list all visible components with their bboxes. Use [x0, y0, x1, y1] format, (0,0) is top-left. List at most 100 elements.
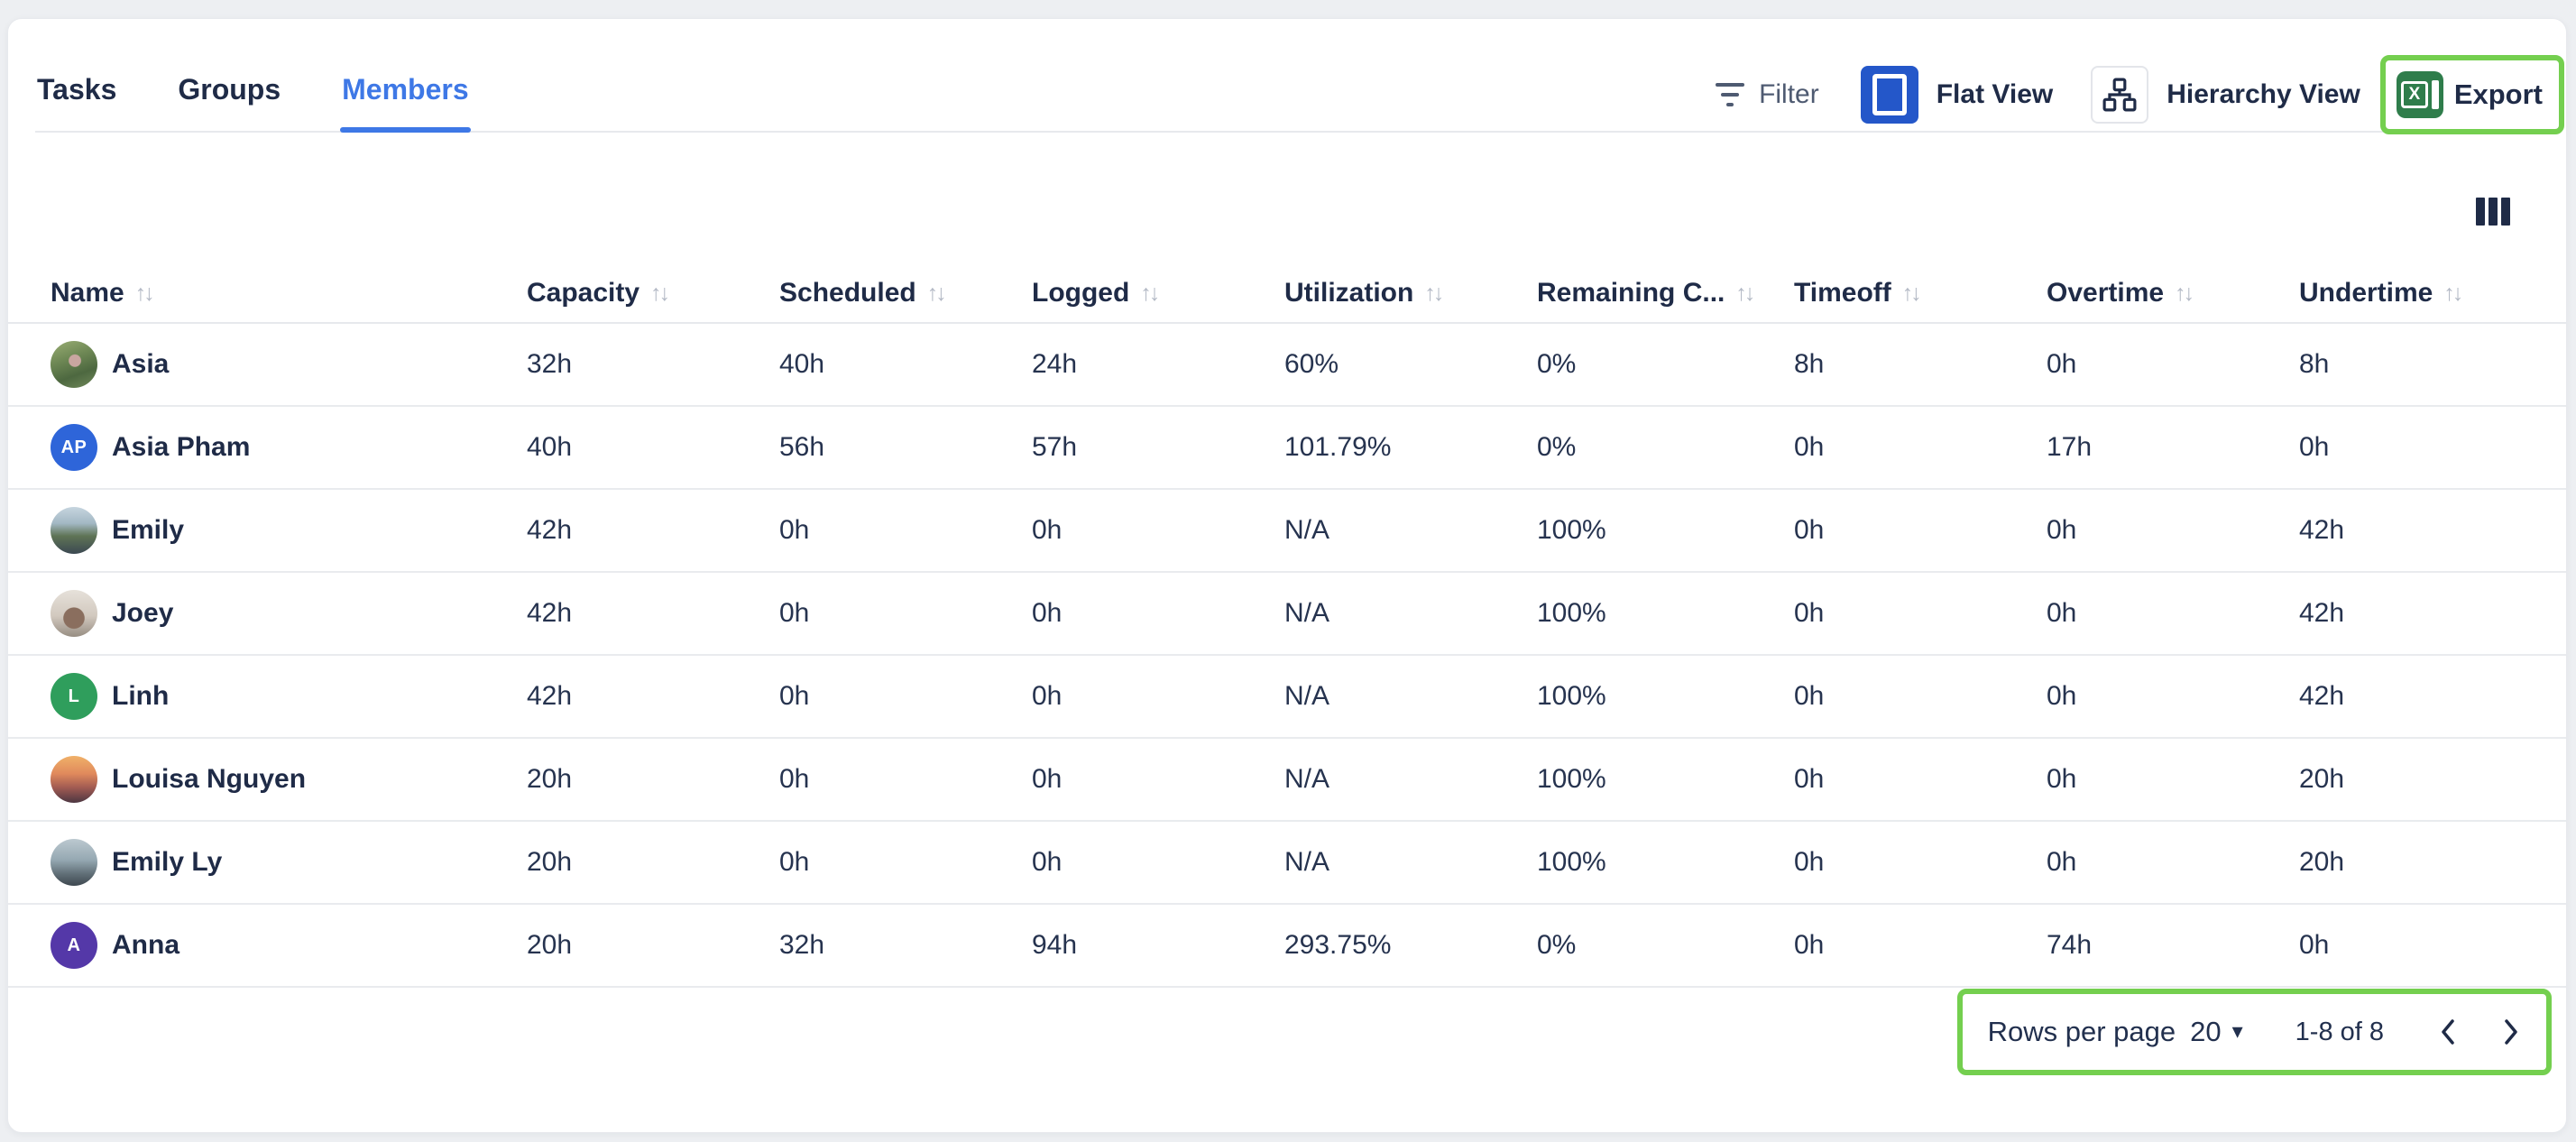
remaining-capacity-cell: 0% [1537, 349, 1577, 379]
undertime-cell: 42h [2299, 598, 2345, 628]
scheduled-cell: 0h [779, 598, 810, 628]
rows-per-page-label: Rows per page [1987, 1016, 2176, 1047]
page-range-label: 1-8 of 8 [2295, 1017, 2384, 1046]
sort-icon[interactable]: ↑↓ [2175, 280, 2194, 306]
timeoff-cell: 0h [1794, 515, 1825, 545]
capacity-cell: 42h [527, 598, 573, 628]
name-cell: Joey [51, 590, 527, 637]
rows-per-page-dropdown[interactable]: Rows per page 20 ▾ [1988, 1016, 2243, 1048]
timeoff-cell: 0h [1794, 930, 1825, 960]
timeoff-cell: 0h [1794, 598, 1825, 628]
overtime-cell: 0h [2047, 847, 2077, 877]
table-row[interactable]: AP Asia Pham 40h 56h 57h 101.79% 0% 0h 1… [8, 407, 2566, 490]
remaining-capacity-cell: 100% [1537, 598, 1606, 628]
previous-page-button[interactable] [2438, 1017, 2458, 1047]
capacity-cell: 40h [527, 432, 573, 462]
sort-icon[interactable]: ↑↓ [650, 280, 670, 306]
scheduled-cell: 56h [779, 432, 825, 462]
timeoff-cell: 8h [1794, 349, 1825, 379]
export-button[interactable]: X Export [2396, 71, 2543, 118]
column-header-capacity[interactable]: Capacity ↑↓ [527, 278, 670, 308]
avatar: A [51, 922, 97, 969]
overtime-cell: 0h [2047, 764, 2077, 794]
filter-button[interactable]: Filter [1716, 79, 1819, 110]
column-header-overtime[interactable]: Overtime ↑↓ [2047, 278, 2194, 308]
hierarchy-icon [2102, 78, 2137, 112]
avatar [51, 590, 97, 637]
tab-tasks[interactable]: Tasks [37, 73, 117, 106]
column-header-scheduled[interactable]: Scheduled ↑↓ [779, 278, 947, 308]
table-row[interactable]: Emily Ly 20h 0h 0h N/A 100% 0h 0h 20h [8, 822, 2566, 905]
undertime-cell: 0h [2299, 930, 2330, 960]
name-cell: Emily [51, 507, 527, 554]
name-cell: AP Asia Pham [51, 424, 527, 471]
table-row[interactable]: Joey 42h 0h 0h N/A 100% 0h 0h 42h [8, 573, 2566, 656]
timeoff-cell: 0h [1794, 432, 1825, 462]
rows-per-page-value: 20 [2190, 1016, 2222, 1047]
sort-icon[interactable]: ↑↓ [926, 280, 947, 306]
scheduled-cell: 40h [779, 349, 825, 379]
table-row[interactable]: Louisa Nguyen 20h 0h 0h N/A 100% 0h 0h 2… [8, 739, 2566, 822]
member-name: Linh [112, 681, 170, 711]
next-page-button[interactable] [2501, 1017, 2521, 1047]
member-name: Anna [112, 930, 179, 960]
timeoff-cell: 0h [1794, 764, 1825, 794]
sort-icon[interactable]: ↑↓ [2443, 280, 2463, 306]
table-row[interactable]: Emily 42h 0h 0h N/A 100% 0h 0h 42h [8, 490, 2566, 573]
utilization-cell: N/A [1284, 764, 1330, 794]
remaining-capacity-cell: 0% [1537, 930, 1577, 960]
capacity-cell: 32h [527, 349, 573, 379]
member-name: Asia Pham [112, 432, 251, 462]
logged-cell: 0h [1032, 764, 1063, 794]
columns-settings-button[interactable] [2476, 198, 2510, 226]
table-row[interactable]: L Linh 42h 0h 0h N/A 100% 0h 0h 42h [8, 656, 2566, 739]
table-header: Name ↑↓ Capacity ↑↓ Scheduled ↑↓ Logged ↑↓ U… [8, 264, 2566, 324]
export-label: Export [2453, 78, 2543, 110]
column-header-undertime[interactable]: Undertime ↑↓ [2299, 278, 2463, 308]
column-header-utilization[interactable]: Utilization ↑↓ [1284, 278, 1444, 308]
flat-view-button[interactable] [1860, 66, 1918, 124]
tab-bar: Tasks Groups Members [35, 19, 2550, 133]
overtime-cell: 74h [2047, 930, 2093, 960]
chevron-right-icon [2505, 1019, 2517, 1045]
chevron-down-icon: ▾ [2231, 1019, 2243, 1044]
logged-cell: 0h [1032, 847, 1063, 877]
column-header-remaining-capacity[interactable]: Remaining C... ↑↓ [1537, 278, 1755, 308]
name-cell: A Anna [51, 922, 527, 969]
utilization-cell: N/A [1284, 598, 1330, 628]
undertime-cell: 42h [2299, 681, 2345, 711]
timeoff-cell: 0h [1794, 847, 1825, 877]
name-cell: Asia [51, 341, 527, 388]
toolbar: Filter Flat View Hierarchy View X Export [1716, 53, 2564, 136]
scheduled-cell: 0h [779, 847, 810, 877]
flat-view-icon [1872, 74, 1907, 115]
utilization-cell: 101.79% [1284, 432, 1392, 462]
column-header-timeoff[interactable]: Timeoff ↑↓ [1794, 278, 1922, 308]
capacity-cell: 20h [527, 764, 573, 794]
pagination-highlight-annotation: Rows per page 20 ▾ 1-8 of 8 [1956, 989, 2552, 1075]
remaining-capacity-cell: 100% [1537, 764, 1606, 794]
sort-icon[interactable]: ↑↓ [1901, 280, 1922, 306]
avatar: L [51, 673, 97, 720]
hierarchy-view-label: Hierarchy View [2167, 79, 2360, 109]
sort-icon[interactable]: ↑↓ [1140, 280, 1160, 306]
column-header-logged[interactable]: Logged ↑↓ [1032, 278, 1160, 308]
table-row[interactable]: Asia 32h 40h 24h 60% 0% 8h 0h 8h [8, 324, 2566, 407]
sort-icon[interactable]: ↑↓ [1735, 280, 1755, 306]
tab-groups[interactable]: Groups [178, 73, 281, 106]
scheduled-cell: 0h [779, 515, 810, 545]
sort-icon[interactable]: ↑↓ [134, 280, 155, 306]
hierarchy-view-button[interactable] [2091, 66, 2149, 124]
avatar [51, 756, 97, 803]
remaining-capacity-cell: 100% [1537, 515, 1606, 545]
table-row[interactable]: A Anna 20h 32h 94h 293.75% 0% 0h 74h 0h [8, 905, 2566, 988]
member-name: Emily Ly [112, 847, 223, 877]
scheduled-cell: 0h [779, 764, 810, 794]
capacity-cell: 20h [527, 847, 573, 877]
undertime-cell: 20h [2299, 847, 2345, 877]
column-header-name[interactable]: Name ↑↓ [51, 278, 155, 308]
sort-icon[interactable]: ↑↓ [1424, 280, 1444, 306]
logged-cell: 0h [1032, 598, 1063, 628]
tab-members[interactable]: Members [340, 75, 471, 133]
